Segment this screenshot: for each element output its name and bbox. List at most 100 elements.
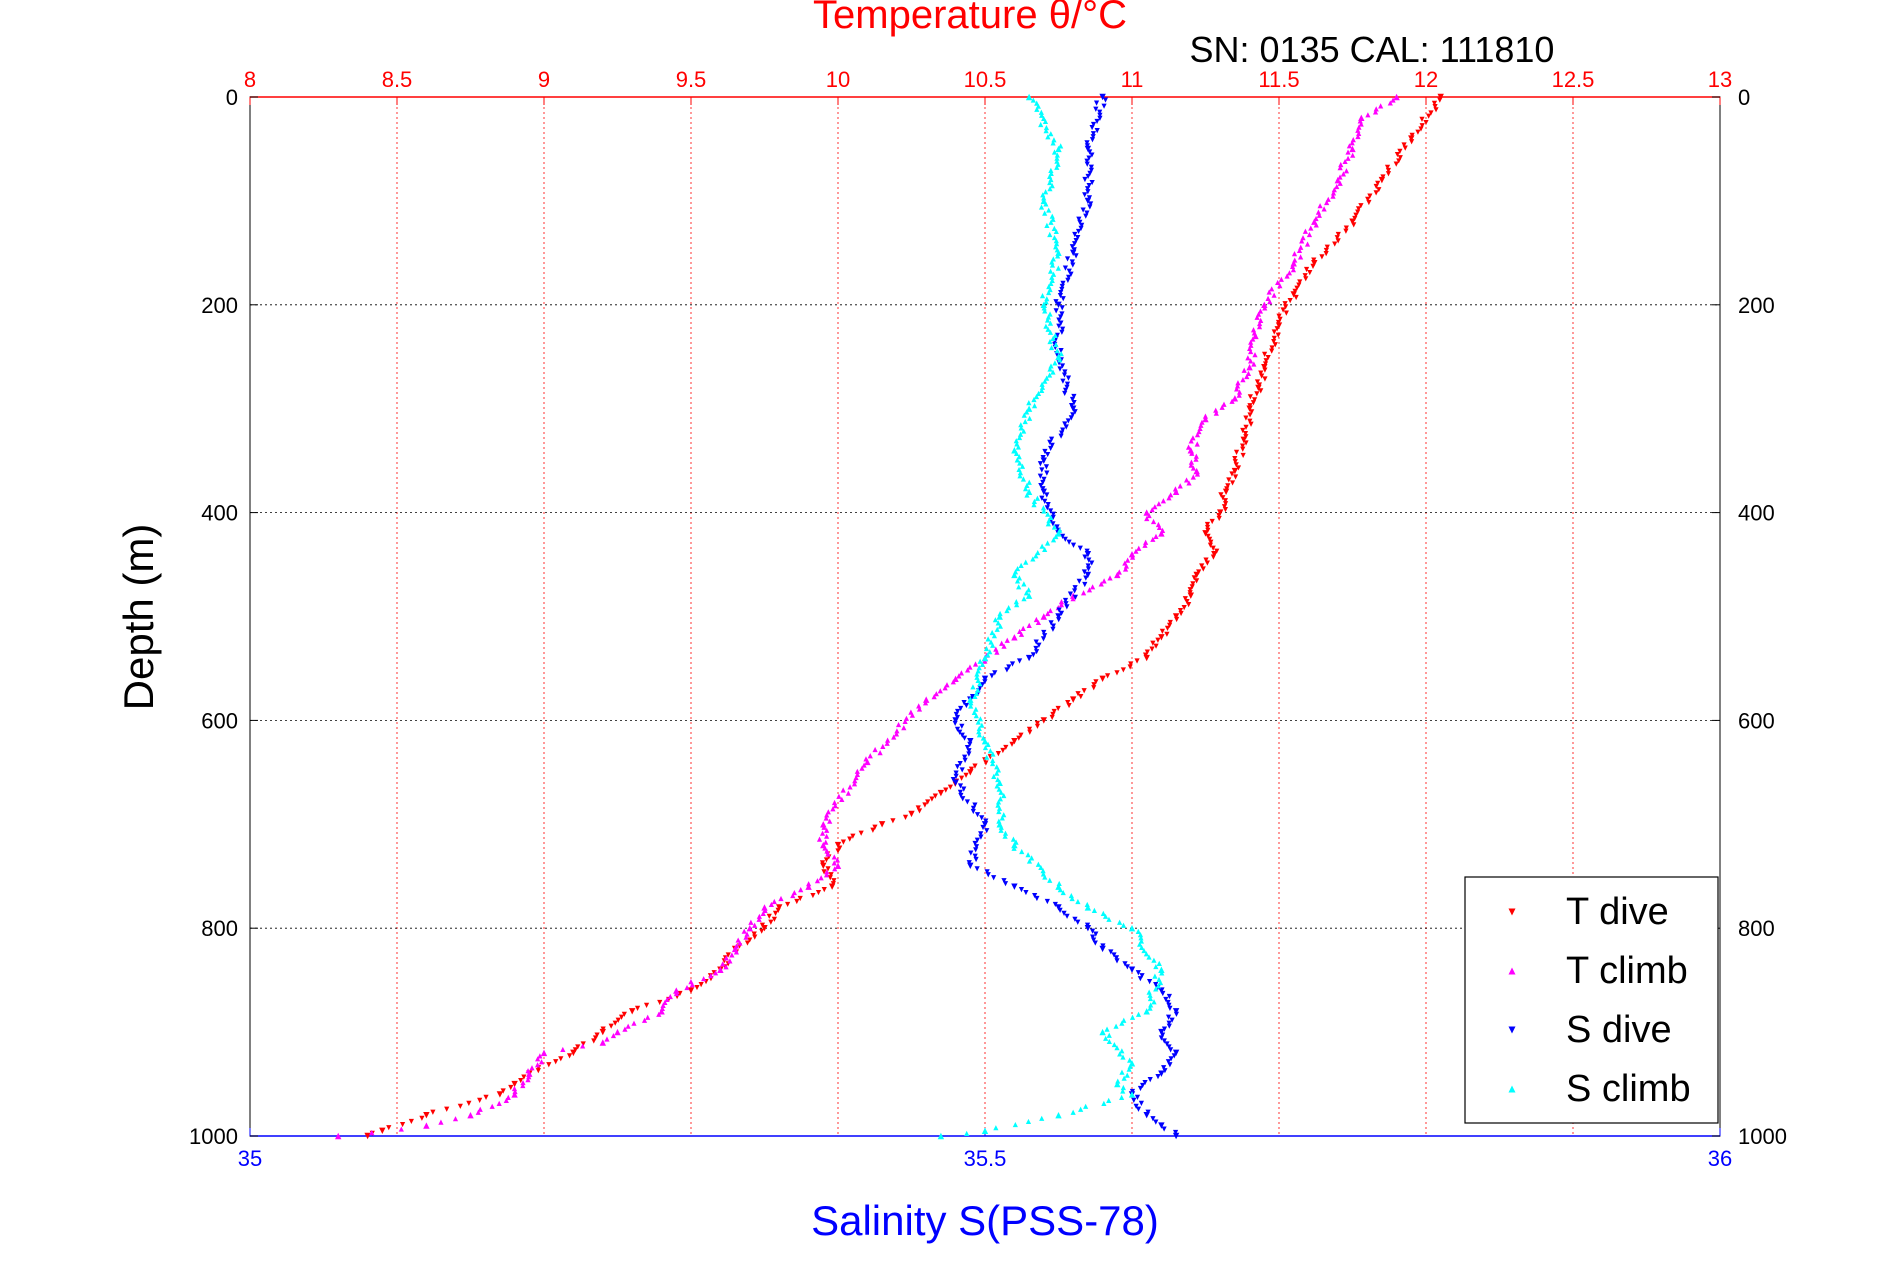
data-point <box>990 751 996 757</box>
data-point <box>821 887 827 893</box>
data-point <box>1039 112 1045 118</box>
data-point <box>1283 304 1289 310</box>
data-point <box>1135 970 1141 976</box>
data-point <box>952 675 959 683</box>
data-point <box>1087 149 1093 155</box>
data-point <box>1138 935 1144 941</box>
data-point <box>1018 425 1024 431</box>
data-point <box>1319 254 1325 260</box>
data-point <box>1058 602 1065 608</box>
data-point <box>1100 910 1106 916</box>
data-point <box>1047 179 1053 186</box>
data-point <box>1128 925 1136 932</box>
data-point <box>962 754 968 760</box>
data-point <box>1044 505 1050 511</box>
data-point <box>831 878 837 884</box>
data-point <box>1189 584 1195 590</box>
data-point <box>1302 273 1308 279</box>
y-axis-title: Depth (m) <box>115 524 162 711</box>
data-point <box>992 617 999 623</box>
data-point <box>1048 167 1054 173</box>
data-point <box>1190 581 1196 587</box>
data-point <box>1171 1053 1177 1059</box>
data-point <box>1108 949 1114 955</box>
left-tick-label: 400 <box>201 501 238 526</box>
data-point <box>1031 403 1038 409</box>
data-point <box>457 1103 463 1109</box>
data-point <box>369 1129 375 1136</box>
data-point <box>1161 1038 1167 1044</box>
data-point <box>1290 291 1297 298</box>
data-point <box>1047 338 1053 345</box>
data-point <box>963 702 970 709</box>
data-point <box>1063 424 1069 430</box>
data-point <box>1146 954 1152 960</box>
data-point <box>1047 329 1054 335</box>
data-point <box>1050 140 1056 146</box>
data-point <box>1158 634 1165 641</box>
data-point <box>1023 559 1029 565</box>
chart-subtitle: SN: 0135 CAL: 111810 <box>1190 29 1555 70</box>
data-point <box>1350 152 1356 158</box>
data-point <box>1307 269 1313 276</box>
data-point <box>1080 207 1086 213</box>
data-point <box>985 636 991 642</box>
data-point <box>708 973 714 979</box>
data-point <box>1349 145 1356 153</box>
data-point <box>1047 366 1053 372</box>
data-point <box>820 821 827 828</box>
data-point <box>835 848 841 854</box>
data-point <box>1365 196 1371 202</box>
data-point <box>816 836 823 842</box>
data-point <box>1091 682 1097 688</box>
data-point <box>1204 560 1210 566</box>
data-point <box>1177 483 1183 489</box>
data-point <box>1193 453 1199 459</box>
data-point <box>1125 557 1131 563</box>
data-point <box>1114 958 1120 964</box>
data-point <box>1251 361 1257 367</box>
data-point <box>1332 241 1338 247</box>
series-s-climb <box>937 93 1165 1140</box>
data-point <box>1061 372 1068 378</box>
data-point <box>1090 934 1096 940</box>
data-point <box>1127 1057 1133 1063</box>
data-point <box>776 904 783 911</box>
data-point <box>1282 301 1288 307</box>
data-point <box>1167 622 1173 629</box>
data-point <box>989 629 995 636</box>
data-point <box>814 878 821 884</box>
data-point <box>1375 180 1381 186</box>
data-point <box>989 760 996 767</box>
data-point <box>1367 193 1373 199</box>
data-point <box>717 966 724 973</box>
data-point <box>525 1076 531 1083</box>
legend-marker <box>1508 1026 1516 1034</box>
data-point <box>1089 928 1096 934</box>
data-point <box>1009 741 1015 747</box>
data-point <box>535 1068 541 1074</box>
data-point <box>1062 265 1069 271</box>
data-point <box>1299 238 1305 244</box>
data-point <box>1016 584 1022 590</box>
data-point <box>1075 898 1081 905</box>
data-point <box>1083 575 1089 581</box>
data-point <box>832 866 838 872</box>
data-point <box>1054 155 1060 161</box>
data-point <box>1070 262 1076 268</box>
data-point <box>964 744 971 751</box>
data-point <box>958 705 964 712</box>
data-point <box>1047 320 1054 326</box>
data-point <box>1053 308 1059 314</box>
data-point <box>1409 139 1415 145</box>
data-point <box>1177 607 1184 614</box>
data-point <box>1355 133 1361 140</box>
data-point <box>974 866 980 872</box>
data-point <box>1000 747 1006 754</box>
data-point <box>847 784 853 790</box>
data-point <box>1191 575 1197 581</box>
data-point <box>1025 488 1033 496</box>
data-point <box>1202 415 1209 423</box>
data-point <box>1216 515 1222 522</box>
data-point <box>1433 107 1439 113</box>
